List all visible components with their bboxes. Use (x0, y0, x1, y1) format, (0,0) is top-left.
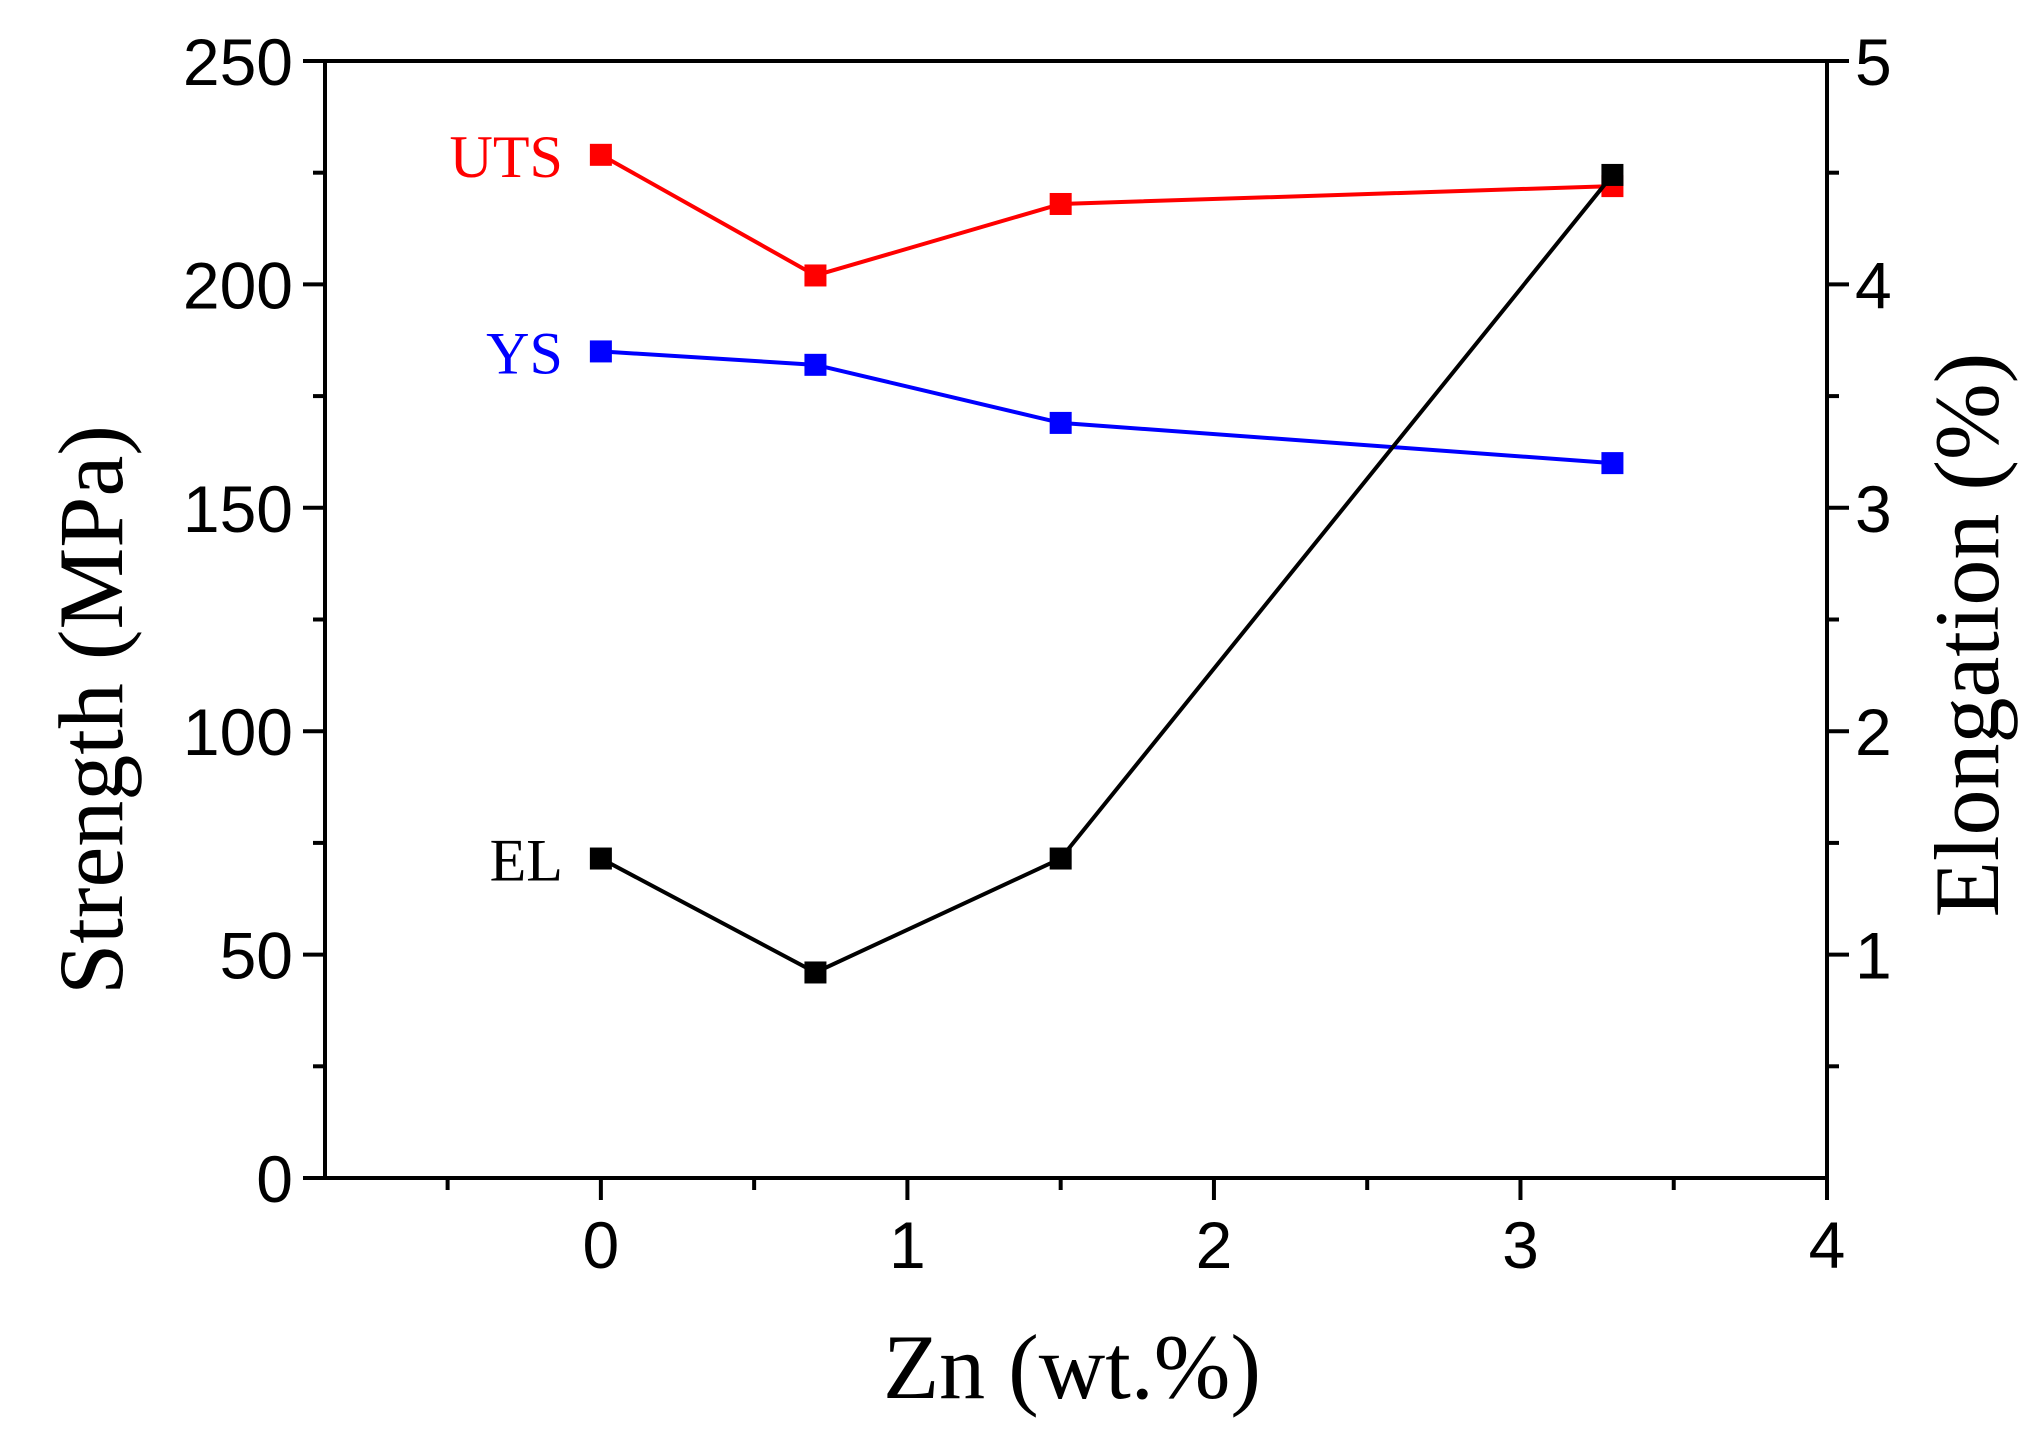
x-tick-label: 3 (1502, 1208, 1539, 1282)
x-tick-label: 4 (1809, 1208, 1846, 1282)
series-label-uts: UTS (450, 124, 563, 190)
series-point-el (1049, 847, 1072, 870)
y2-tick-label: 4 (1855, 248, 1892, 322)
series-point-ys (1601, 452, 1624, 475)
x-tick-label: 0 (583, 1208, 620, 1282)
series-point-el (589, 847, 612, 870)
x-axis-title: Zn (wt.%) (883, 1316, 1261, 1418)
y-axis-title: Strength (MPa) (40, 425, 142, 995)
series-point-ys (1049, 411, 1072, 434)
y2-axis-title: Elongation (%) (1916, 353, 2018, 918)
series-line-ys (600, 349, 1613, 466)
y-tick-label: 0 (256, 1142, 293, 1216)
y-tick-label: 200 (183, 248, 293, 322)
y2-tick-label: 3 (1855, 472, 1892, 546)
y-tick-label: 250 (183, 25, 293, 99)
x-tick-label: 2 (1196, 1208, 1233, 1282)
series-point-uts (589, 143, 612, 166)
y2-tick-label: 2 (1855, 695, 1892, 769)
series-label-ys: YS (486, 320, 563, 386)
axes: 0 1 2 3 4 0 50 100 150 200 250 1 2 3 4 5 (183, 25, 1892, 1282)
plot-frame (323, 59, 1829, 1180)
y-tick-label: 100 (183, 695, 293, 769)
series-point-uts (804, 264, 827, 287)
y-tick-label: 150 (183, 472, 293, 546)
series-label-el: EL (490, 828, 563, 894)
series-point-el (804, 961, 827, 984)
series-point-uts (1049, 192, 1072, 215)
y-tick-label: 50 (220, 919, 293, 993)
series-point-ys (589, 340, 612, 363)
series-point-el (1601, 163, 1624, 186)
y2-tick-label: 5 (1855, 25, 1892, 99)
y2-tick-label: 1 (1855, 919, 1892, 993)
x-tick-label: 1 (889, 1208, 926, 1282)
series-group: UTS YS EL (450, 124, 1624, 984)
series-line-uts (599, 153, 1613, 278)
series-line-el (599, 173, 1614, 975)
series-point-ys (804, 353, 827, 376)
